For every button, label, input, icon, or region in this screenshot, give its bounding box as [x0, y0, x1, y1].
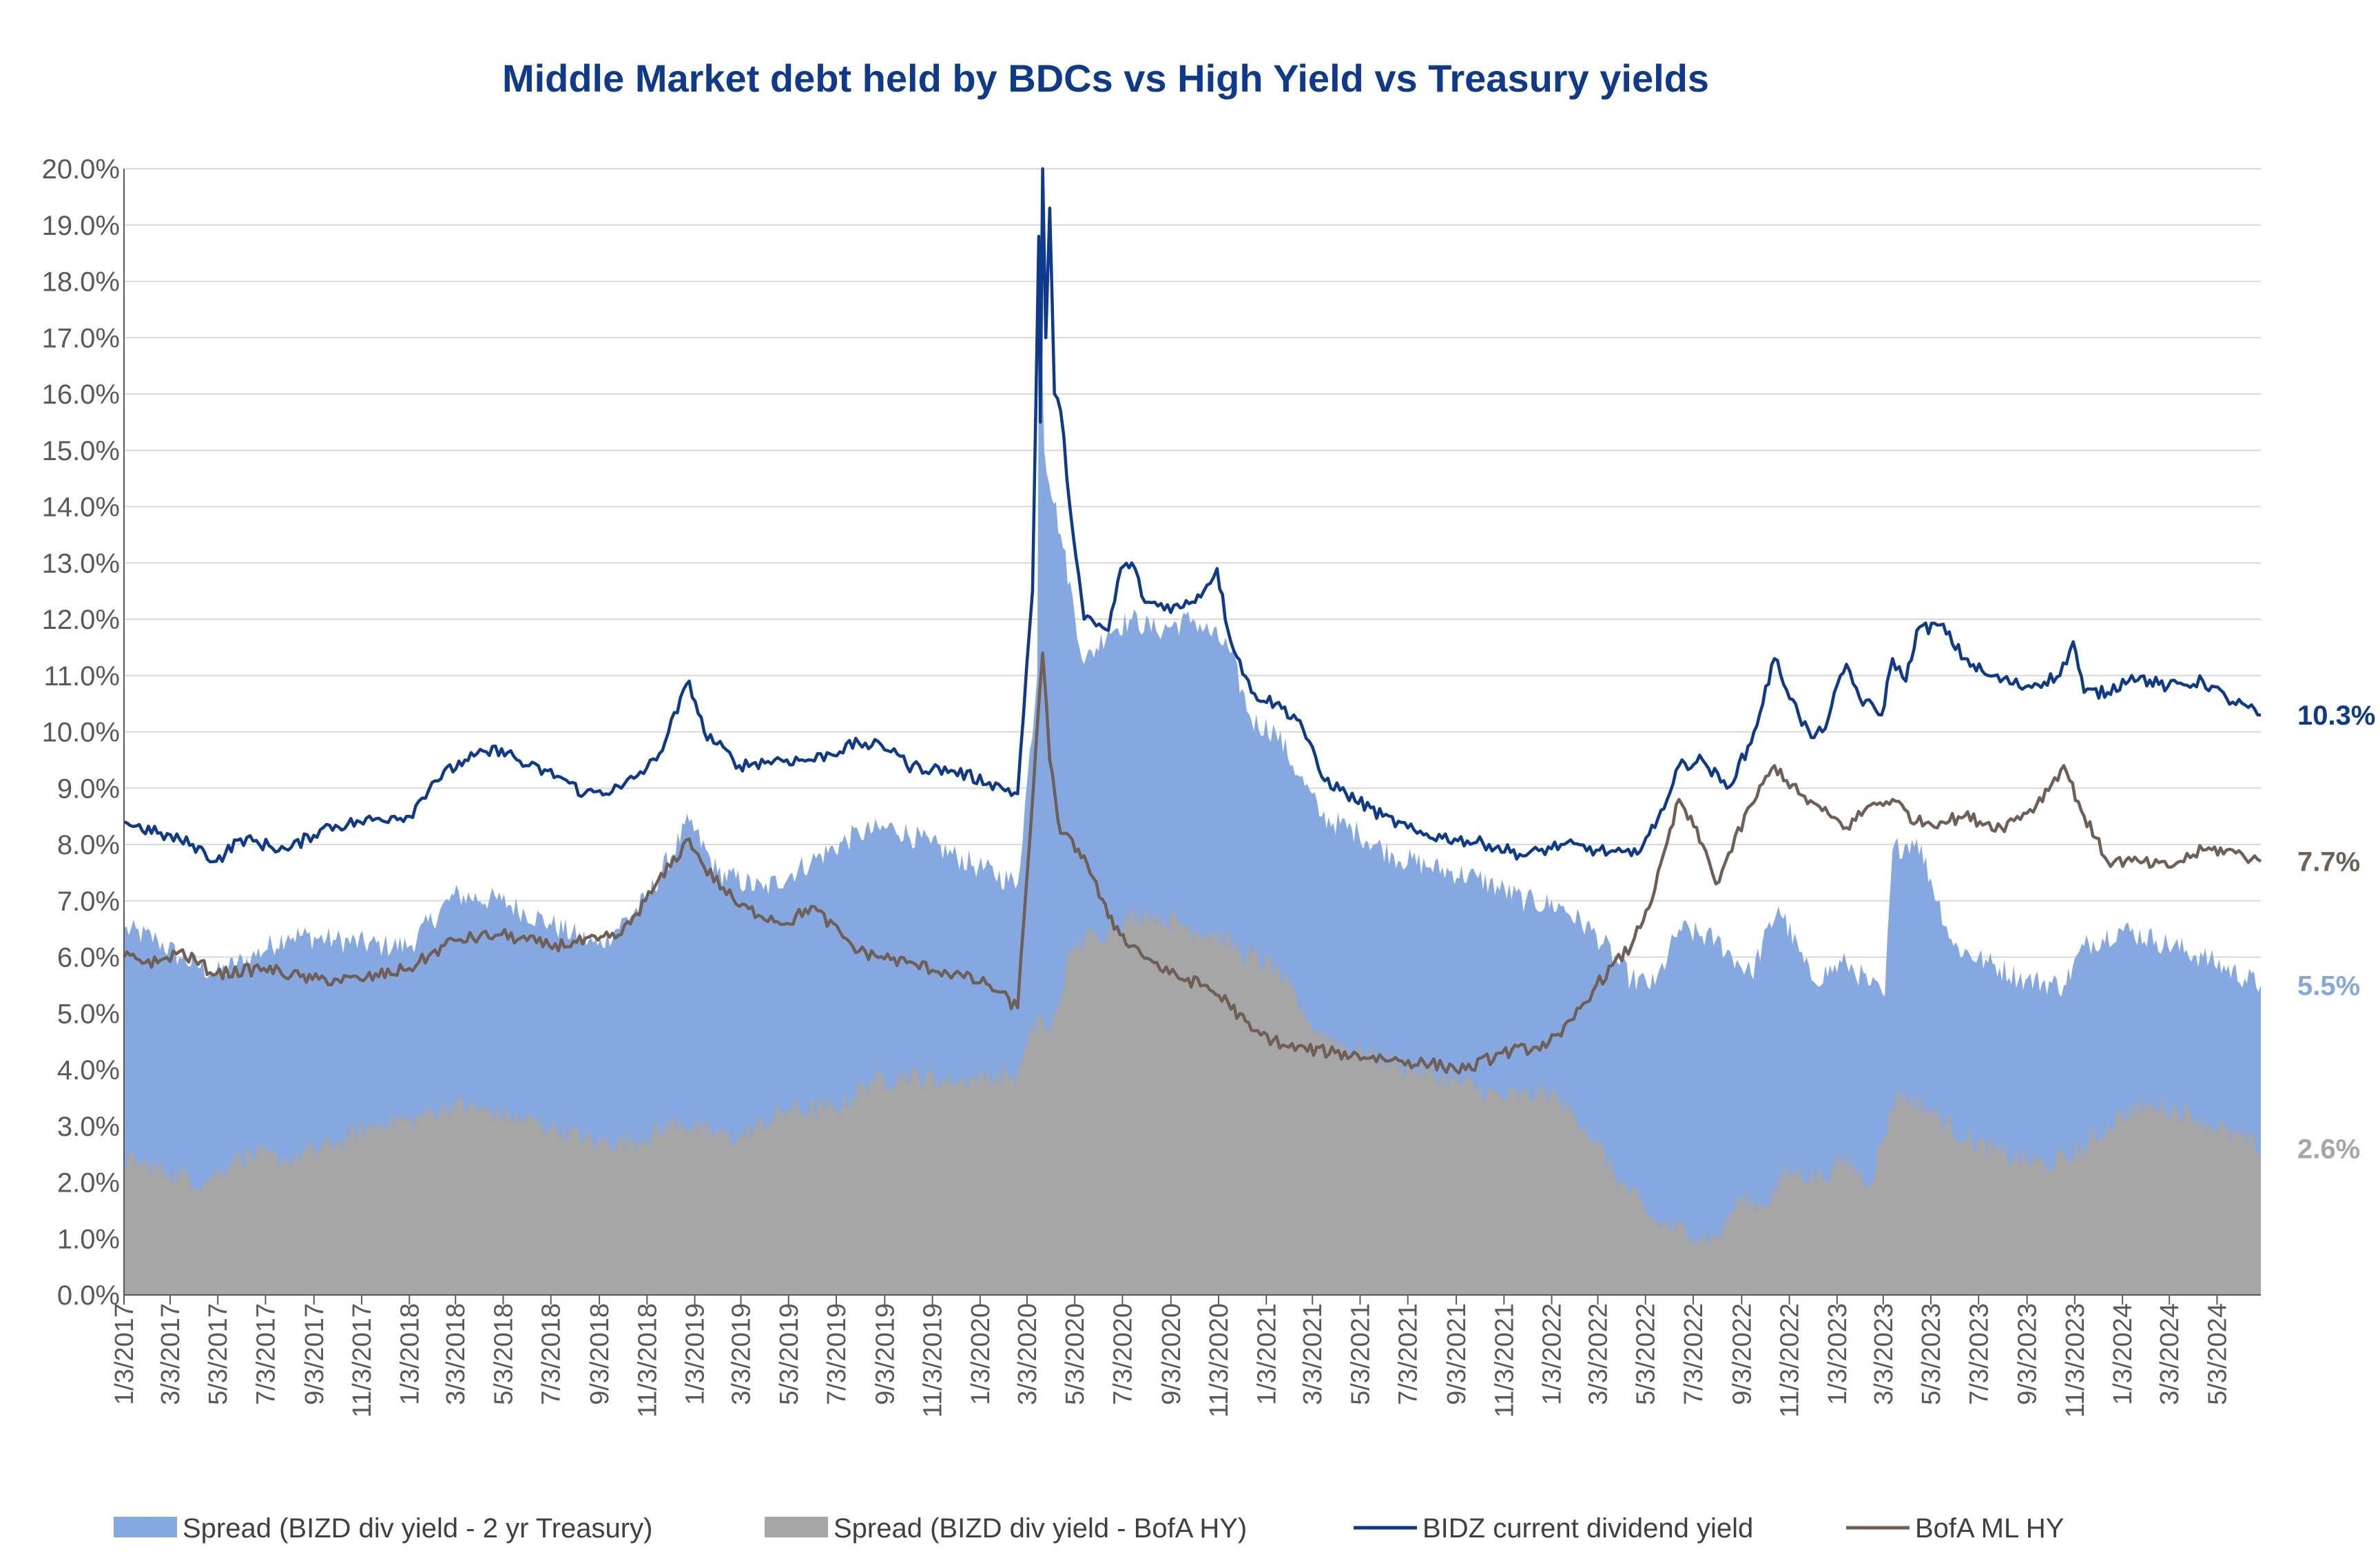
x-tick-label: 5/3/2022: [1632, 1303, 1661, 1405]
x-tick-label: 7/3/2020: [1108, 1303, 1137, 1405]
legend: Spread (BIZD div yield - 2 yr Treasury) S…: [114, 1513, 2064, 1544]
y-tick-label: 11.0%: [44, 661, 120, 692]
x-tick-label: 1/3/2023: [1823, 1303, 1852, 1405]
x-tick-label: 11/3/2018: [633, 1303, 662, 1418]
area-series-1: [124, 225, 2261, 1295]
x-tick-label: 11/3/2022: [1776, 1303, 1805, 1418]
x-tick-label: 9/3/2020: [1157, 1303, 1186, 1405]
x-tick-label: 1/3/2020: [966, 1303, 995, 1405]
end-labels: 5.5% 2.6% 10.3% 7.7%: [2297, 701, 2375, 1164]
legend-swatch: [114, 1517, 177, 1537]
y-tick-label: 8.0%: [57, 830, 120, 860]
x-tick-label: 3/3/2021: [1298, 1303, 1327, 1405]
y-tick-label: 15.0%: [42, 436, 120, 466]
area-series: [124, 225, 2261, 1295]
end-label-series-2: 2.6%: [2297, 1134, 2360, 1164]
y-tick-label: 2.0%: [57, 1168, 120, 1199]
y-tick-label: 13.0%: [42, 548, 120, 579]
y-tick-label: 20.0%: [42, 154, 120, 185]
x-tick-label: 5/3/2020: [1061, 1303, 1090, 1405]
x-tick-label: 1/3/2021: [1252, 1303, 1281, 1405]
x-tick-label: 1/3/2024: [2109, 1303, 2138, 1405]
x-axis-ticks: 1/3/2017 3/3/2017 5/3/2017 7/3/2017 9/3/2017…: [110, 1295, 2232, 1418]
x-tick-label: 11/3/2020: [1205, 1303, 1234, 1418]
legend-label: Spread (BIZD div yield - BofA HY): [834, 1513, 1247, 1544]
legend-label: Spread (BIZD div yield - 2 yr Treasury): [183, 1513, 652, 1544]
x-tick-label: 1/3/2017: [110, 1303, 139, 1405]
y-tick-label: 12.0%: [42, 605, 120, 635]
x-tick-label: 5/3/2024: [2203, 1303, 2232, 1405]
y-tick-label: 1.0%: [57, 1224, 120, 1254]
legend-label: BofA ML HY: [1915, 1513, 2064, 1544]
y-tick-label: 16.0%: [42, 380, 120, 410]
end-label-series-4: 7.7%: [2297, 847, 2360, 878]
x-tick-label: 11/3/2023: [2061, 1303, 2090, 1418]
x-tick-label: 5/3/2023: [1917, 1303, 1946, 1405]
y-tick-label: 19.0%: [42, 211, 120, 241]
x-tick-label: 11/3/2021: [1490, 1303, 1519, 1418]
y-tick-label: 6.0%: [57, 943, 120, 973]
end-label-series-3: 10.3%: [2297, 701, 2375, 731]
legend-swatch: [765, 1517, 828, 1537]
x-tick-label: 5/3/2021: [1346, 1303, 1375, 1405]
line-series-3: [123, 167, 2261, 864]
y-tick-label: 3.0%: [57, 1112, 120, 1142]
y-tick-label: 14.0%: [42, 492, 120, 523]
chart-title: Middle Market debt held by BDCs vs High …: [502, 56, 1709, 100]
x-tick-label: 3/3/2019: [727, 1303, 756, 1405]
x-tick-label: 3/3/2017: [156, 1303, 185, 1405]
y-tick-label: 4.0%: [57, 1055, 120, 1086]
area-series-2: [124, 905, 2261, 1295]
x-tick-label: 3/3/2022: [1584, 1303, 1613, 1405]
y-tick-label: 9.0%: [57, 774, 120, 804]
y-axis-ticks: 0.0% 1.0% 2.0% 3.0% 4.0% 5.0% 6.0% 7.0% 8.0% 9.0%…: [42, 154, 120, 1311]
x-tick-label: 3/3/2020: [1013, 1303, 1042, 1405]
x-tick-label: 7/3/2022: [1679, 1303, 1708, 1405]
x-tick-label: 1/3/2019: [681, 1303, 710, 1405]
x-tick-label: 5/3/2018: [489, 1303, 518, 1405]
x-tick-label: 7/3/2023: [1965, 1303, 1994, 1405]
x-tick-label: 11/3/2019: [919, 1303, 948, 1418]
y-tick-label: 0.0%: [57, 1280, 120, 1311]
x-tick-label: 7/3/2019: [822, 1303, 851, 1405]
line-series: [123, 167, 2262, 1075]
x-tick-label: 9/3/2019: [871, 1303, 900, 1405]
y-tick-label: 10.0%: [42, 718, 120, 748]
axes: [123, 169, 2261, 1296]
x-tick-label: 3/3/2023: [1870, 1303, 1898, 1405]
x-tick-label: 7/3/2021: [1394, 1303, 1423, 1405]
x-tick-label: 9/3/2018: [586, 1303, 614, 1405]
x-tick-label: 1/3/2022: [1538, 1303, 1567, 1405]
y-tick-label: 17.0%: [42, 323, 120, 353]
x-tick-label: 11/3/2017: [348, 1303, 377, 1418]
x-tick-label: 9/3/2022: [1728, 1303, 1757, 1405]
x-tick-label: 5/3/2019: [775, 1303, 804, 1405]
x-tick-label: 7/3/2018: [537, 1303, 566, 1405]
y-tick-label: 5.0%: [57, 999, 120, 1029]
x-tick-label: 3/3/2024: [2155, 1303, 2184, 1405]
y-tick-label: 18.0%: [42, 267, 120, 298]
line-series-4: [123, 651, 2262, 1075]
x-tick-label: 1/3/2018: [395, 1303, 424, 1405]
x-tick-label: 7/3/2017: [251, 1303, 280, 1405]
end-label-series-1: 5.5%: [2297, 971, 2360, 1001]
x-tick-label: 9/3/2021: [1442, 1303, 1471, 1405]
y-tick-label: 7.0%: [57, 886, 120, 917]
x-tick-label: 9/3/2023: [2014, 1303, 2042, 1405]
x-tick-label: 3/3/2018: [442, 1303, 470, 1405]
legend-label: BIDZ current dividend yield: [1422, 1513, 1753, 1544]
x-tick-label: 5/3/2017: [204, 1303, 233, 1405]
x-tick-label: 9/3/2017: [300, 1303, 329, 1405]
